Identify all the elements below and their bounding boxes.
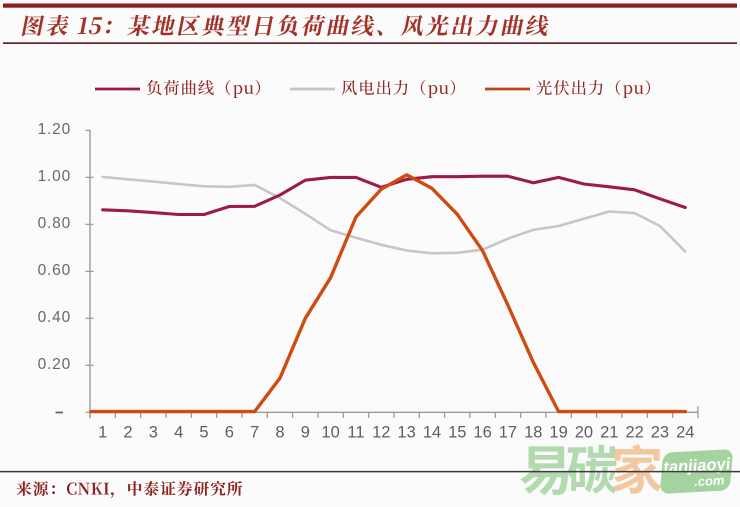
svg-text:7: 7 [250, 424, 259, 442]
svg-text:1.00: 1.00 [38, 168, 71, 185]
svg-text:10: 10 [321, 424, 339, 442]
svg-text:14: 14 [423, 424, 441, 442]
svg-text:12: 12 [372, 424, 390, 442]
svg-text:17: 17 [499, 424, 517, 442]
svg-text:5: 5 [199, 424, 208, 442]
svg-text:1: 1 [98, 424, 107, 442]
svg-text:22: 22 [625, 424, 643, 442]
svg-text:0.40: 0.40 [38, 309, 71, 326]
svg-text:24: 24 [676, 424, 694, 442]
svg-text:0.20: 0.20 [38, 356, 71, 373]
svg-text:13: 13 [397, 424, 415, 442]
svg-text:2: 2 [123, 424, 132, 442]
svg-text:21: 21 [600, 424, 618, 442]
svg-text:15: 15 [448, 424, 466, 442]
svg-text:18: 18 [524, 424, 542, 442]
svg-text:20: 20 [575, 424, 593, 442]
svg-text:23: 23 [651, 424, 669, 442]
svg-text:9: 9 [301, 424, 310, 442]
svg-text:3: 3 [149, 424, 158, 442]
svg-text:6: 6 [225, 424, 234, 442]
svg-text:4: 4 [174, 424, 183, 442]
svg-text:16: 16 [473, 424, 491, 442]
svg-text:11: 11 [347, 424, 364, 442]
svg-text:19: 19 [549, 424, 567, 442]
svg-text:.com: .com [694, 473, 726, 490]
svg-text:0.80: 0.80 [38, 215, 71, 232]
svg-text:0.60: 0.60 [38, 262, 71, 279]
svg-text:8: 8 [275, 424, 284, 442]
svg-text:1.20: 1.20 [38, 121, 71, 138]
